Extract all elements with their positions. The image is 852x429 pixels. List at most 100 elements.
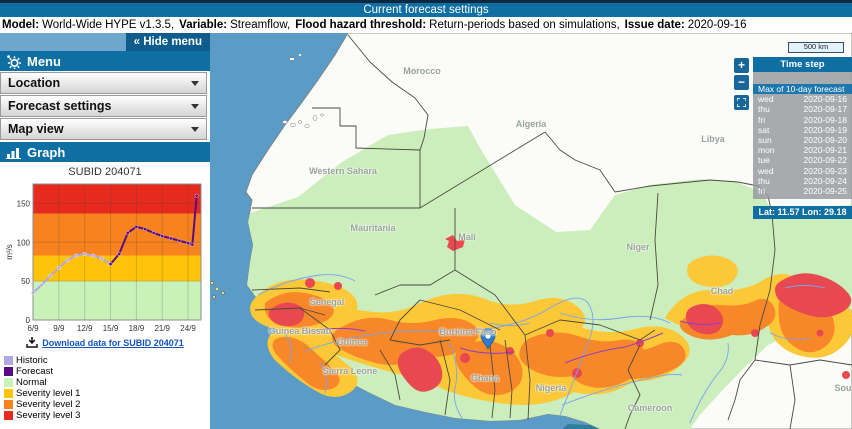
download-row: Download data for SUBID 204071	[0, 337, 210, 348]
legend-row: Severity level 3	[4, 410, 210, 421]
download-icon	[26, 337, 38, 348]
legend-swatch	[4, 389, 13, 398]
timestep-panel: Time step Max of 10-day forecast wed 2020-…	[753, 57, 852, 200]
timestep-date: 2020-09-24	[803, 175, 847, 186]
menu-section-location[interactable]: Location	[0, 72, 207, 94]
timestep-option[interactable]: fri 2020-09-25	[753, 186, 852, 196]
timestep-day: mon	[758, 145, 775, 156]
sidebar: « Hide menu Menu Location Forecast settin…	[0, 33, 210, 429]
bar-chart-icon	[6, 147, 21, 159]
timestep-date: 2020-09-20	[803, 134, 847, 145]
legend-label: Severity level 3	[16, 410, 81, 421]
scale-bar: 500 km	[788, 42, 844, 53]
info-label: Model:	[2, 19, 40, 31]
legend-row: Forecast	[4, 366, 210, 377]
graph-title: Graph	[27, 144, 66, 160]
timestep-option[interactable]: thu 2020-09-17	[753, 104, 852, 114]
menu-header: Menu	[0, 51, 210, 71]
hide-menu-button[interactable]: « Hide menu	[125, 33, 210, 51]
menu-section-map-view[interactable]: Map view	[0, 118, 207, 140]
cursor-coordinates: Lat: 11.57 Lon: 29.18	[753, 206, 852, 219]
timestep-day: thu	[758, 104, 770, 115]
legend-row: Normal	[4, 377, 210, 388]
graph-header: Graph	[0, 142, 210, 162]
legend-row: Severity level 2	[4, 399, 210, 410]
map[interactable]: Morocco Algeria Libya Western Sahara Maurita…	[210, 33, 852, 429]
timestep-date: 2020-09-18	[803, 114, 847, 125]
info-value: Return-periods based on simulations,	[429, 19, 620, 31]
timestep-header: Time step	[753, 57, 852, 72]
legend-label: Forecast	[16, 366, 53, 377]
legend-row: Severity level 1	[4, 388, 210, 399]
chart-title: SUBID 204071	[68, 166, 142, 178]
chart-legend: Historic Forecast Normal Severity level 1 Se…	[4, 355, 210, 421]
info-label: Flood hazard threshold:	[295, 19, 427, 31]
menu-sections: Location Forecast settings Map view	[0, 71, 210, 140]
menu-section-forecast-settings[interactable]: Forecast settings	[0, 95, 207, 117]
map-canvas	[210, 33, 852, 429]
full-extent-button[interactable]	[734, 95, 749, 110]
location-pin-icon	[480, 328, 496, 351]
timestep-date: 2020-09-21	[803, 145, 847, 156]
timestep-option[interactable]: mon 2020-09-21	[753, 145, 852, 155]
info-label: Variable:	[179, 19, 228, 31]
legend-swatch	[4, 367, 13, 376]
legend-swatch	[4, 411, 13, 420]
timestep-option[interactable]: sun 2020-09-20	[753, 135, 852, 145]
svg-text:12/9: 12/9	[77, 324, 93, 333]
svg-text:15/9: 15/9	[103, 324, 119, 333]
gear-icon	[7, 54, 21, 69]
info-value: Streamflow,	[230, 19, 291, 31]
timestep-date: 2020-09-22	[803, 155, 847, 166]
chevron-down-icon	[191, 80, 199, 86]
chevron-down-icon	[191, 103, 199, 109]
info-value: 2020-09-16	[687, 19, 747, 31]
timestep-list: Max of 10-day forecast wed 2020-09-16 thu 20…	[753, 72, 852, 200]
svg-text:150: 150	[17, 199, 31, 208]
timestep-date: 2020-09-19	[803, 124, 847, 135]
svg-text:100: 100	[17, 238, 31, 247]
legend-row: Historic	[4, 355, 210, 366]
svg-text:m³/s: m³/s	[5, 244, 14, 260]
legend-label: Severity level 2	[16, 399, 81, 410]
legend-swatch	[4, 400, 13, 409]
hide-menu-strip: « Hide menu	[0, 33, 210, 51]
timestep-day: sun	[758, 134, 772, 145]
zoom-out-button[interactable]: −	[734, 75, 749, 90]
timestep-date: 2020-09-17	[803, 104, 847, 115]
timestep-option[interactable]: wed 2020-09-23	[753, 166, 852, 176]
timestep-day: wed	[758, 165, 774, 176]
download-link[interactable]: Download data for SUBID 204071	[42, 337, 184, 348]
content: « Hide menu Menu Location Forecast settin…	[0, 33, 852, 429]
timestep-day: wed	[758, 94, 774, 105]
timestep-option[interactable]: sat 2020-09-19	[753, 125, 852, 135]
legend-label: Severity level 1	[16, 388, 81, 399]
section-label: Map view	[8, 122, 64, 136]
info-label: Issue date:	[624, 19, 685, 31]
legend-swatch	[4, 356, 13, 365]
timestep-day: fri	[758, 114, 766, 125]
timestep-date: 2020-09-16	[803, 94, 847, 105]
section-label: Location	[8, 76, 61, 90]
svg-text:9/9: 9/9	[53, 324, 65, 333]
svg-text:50: 50	[21, 277, 30, 286]
forecast-settings-bar: Model: World-Wide HYPE v1.3.5, Variable: St…	[0, 17, 852, 33]
legend-swatch	[4, 378, 13, 387]
timestep-date: 2020-09-25	[803, 185, 847, 196]
section-label: Forecast settings	[8, 99, 112, 113]
svg-text:24/9: 24/9	[180, 324, 196, 333]
svg-text:0: 0	[26, 316, 31, 325]
legend-label: Normal	[16, 377, 47, 388]
timestep-option[interactable]: tue 2020-09-22	[753, 155, 852, 165]
zoom-in-button[interactable]: +	[734, 58, 749, 73]
svg-text:21/9: 21/9	[154, 324, 170, 333]
timestep-option-selected[interactable]: Max of 10-day forecast	[753, 84, 852, 95]
info-value: World-Wide HYPE v1.3.5,	[42, 19, 175, 31]
legend-label: Historic	[16, 355, 48, 366]
timestep-day: thu	[758, 175, 770, 186]
timestep-option[interactable]: thu 2020-09-24	[753, 176, 852, 186]
timestep-day: sat	[758, 124, 770, 135]
timestep-option[interactable]: wed 2020-09-16	[753, 94, 852, 104]
timestep-option[interactable]: fri 2020-09-18	[753, 115, 852, 125]
